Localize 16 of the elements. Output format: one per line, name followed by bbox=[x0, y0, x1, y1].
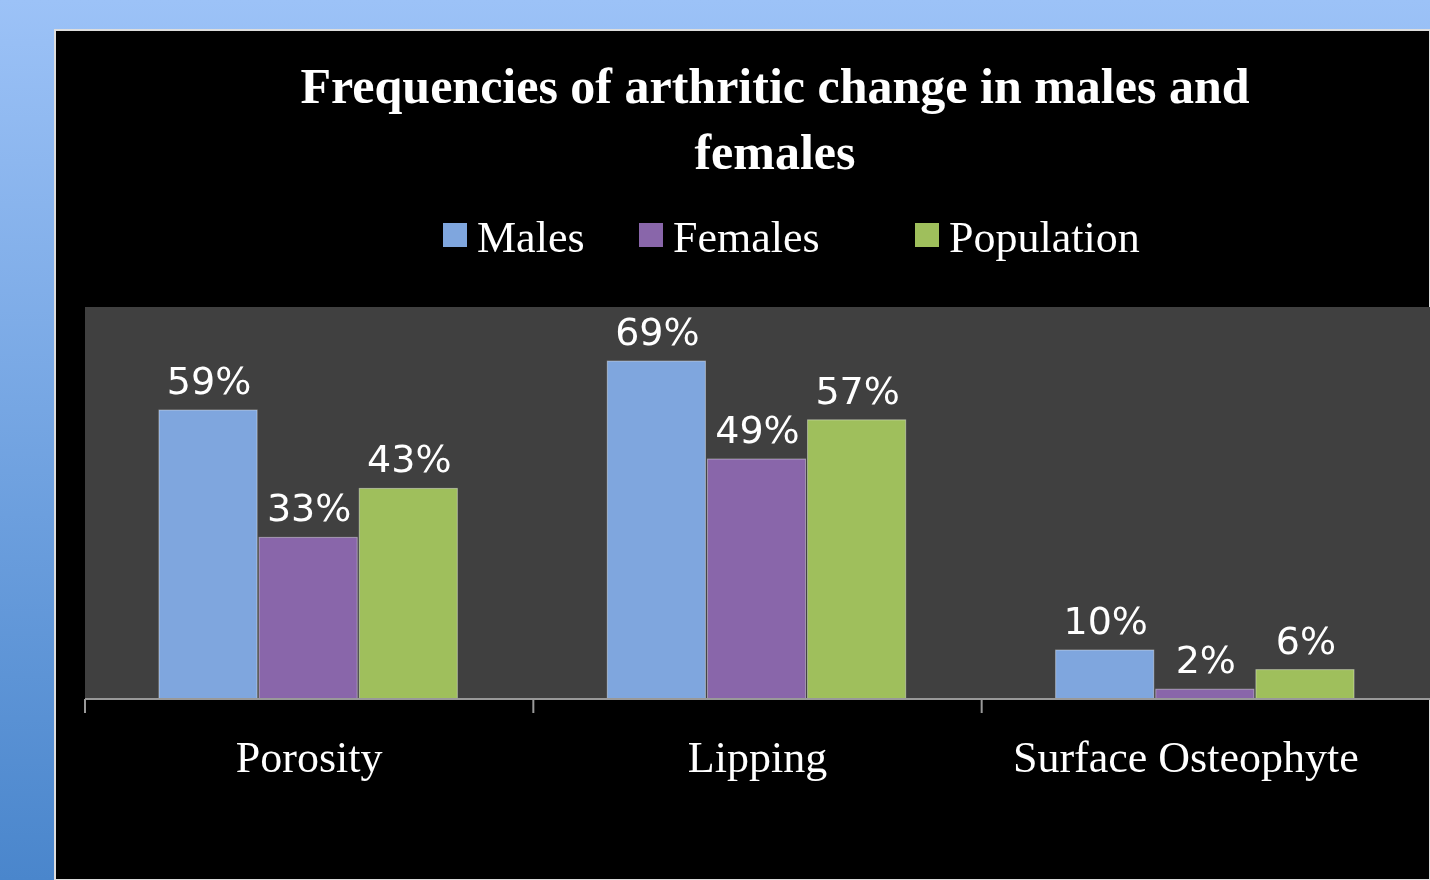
data-label: 49% bbox=[715, 408, 800, 453]
data-label: 10% bbox=[1063, 599, 1148, 644]
x-tick-label: Lipping bbox=[687, 733, 828, 782]
x-tick-label: Porosity bbox=[235, 733, 383, 782]
data-label: 2% bbox=[1175, 638, 1236, 683]
chart-title: Frequencies of arthritic change in males and females bbox=[300, 58, 1250, 180]
data-label: 6% bbox=[1275, 618, 1337, 663]
data-label: 57% bbox=[815, 368, 900, 413]
legend-label: Males bbox=[477, 213, 585, 262]
legend-label: Females bbox=[673, 213, 820, 262]
data-label: 43% bbox=[367, 437, 452, 482]
data-label: 69% bbox=[615, 310, 700, 355]
x-tick-label: Surface Osteophyte bbox=[1012, 733, 1359, 782]
data-label: 33% bbox=[266, 486, 352, 531]
data-label: 59% bbox=[166, 359, 252, 404]
legend-label: Population bbox=[949, 213, 1140, 262]
